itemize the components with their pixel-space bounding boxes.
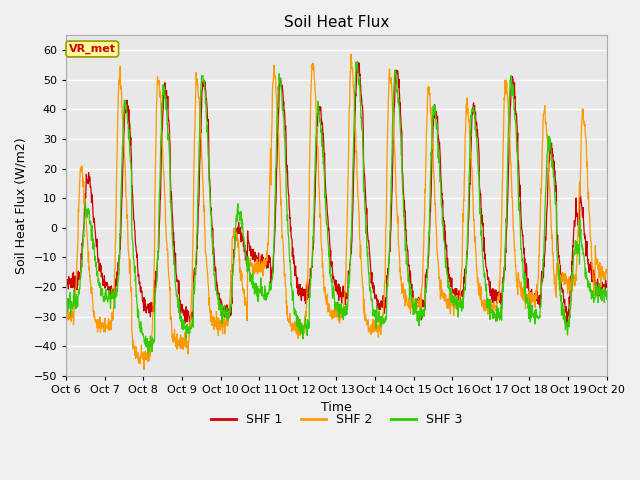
X-axis label: Time: Time [321,400,352,413]
SHF 1 [257,254,265,260]
SHF 1 [62,271,70,276]
Line: SHF 2: SHF 2 [66,54,607,370]
Title: Soil Heat Flux: Soil Heat Flux [284,15,389,30]
SHF 2 [109,310,116,315]
SHF 3 [62,298,70,303]
SHF 2 [267,182,275,188]
SHF 3 [217,307,225,312]
SHF 2 [425,84,433,90]
SHF 3 [145,351,152,357]
SHF 3 [603,297,611,302]
SHF 2 [62,316,70,322]
SHF 2 [217,318,225,324]
SHF 2 [310,67,317,73]
Line: SHF 1: SHF 1 [66,62,607,330]
Legend: SHF 1, SHF 2, SHF 3: SHF 1, SHF 2, SHF 3 [205,408,467,431]
SHF 1 [353,59,361,65]
SHF 3 [310,237,317,242]
SHF 1 [267,278,275,284]
SHF 1 [217,296,225,302]
SHF 1 [186,327,193,333]
SHF 1 [109,288,116,293]
SHF 2 [603,269,611,275]
SHF 1 [310,244,317,250]
Text: VR_met: VR_met [68,44,116,54]
Line: SHF 3: SHF 3 [66,62,607,354]
SHF 3 [109,292,116,298]
SHF 2 [257,265,265,271]
SHF 3 [353,59,361,65]
SHF 2 [140,367,148,372]
Y-axis label: Soil Heat Flux (W/m2): Soil Heat Flux (W/m2) [15,137,28,274]
SHF 3 [267,287,275,292]
SHF 3 [257,289,265,295]
SHF 3 [425,229,433,235]
SHF 1 [603,281,611,287]
SHF 1 [425,247,433,253]
SHF 2 [347,51,355,57]
